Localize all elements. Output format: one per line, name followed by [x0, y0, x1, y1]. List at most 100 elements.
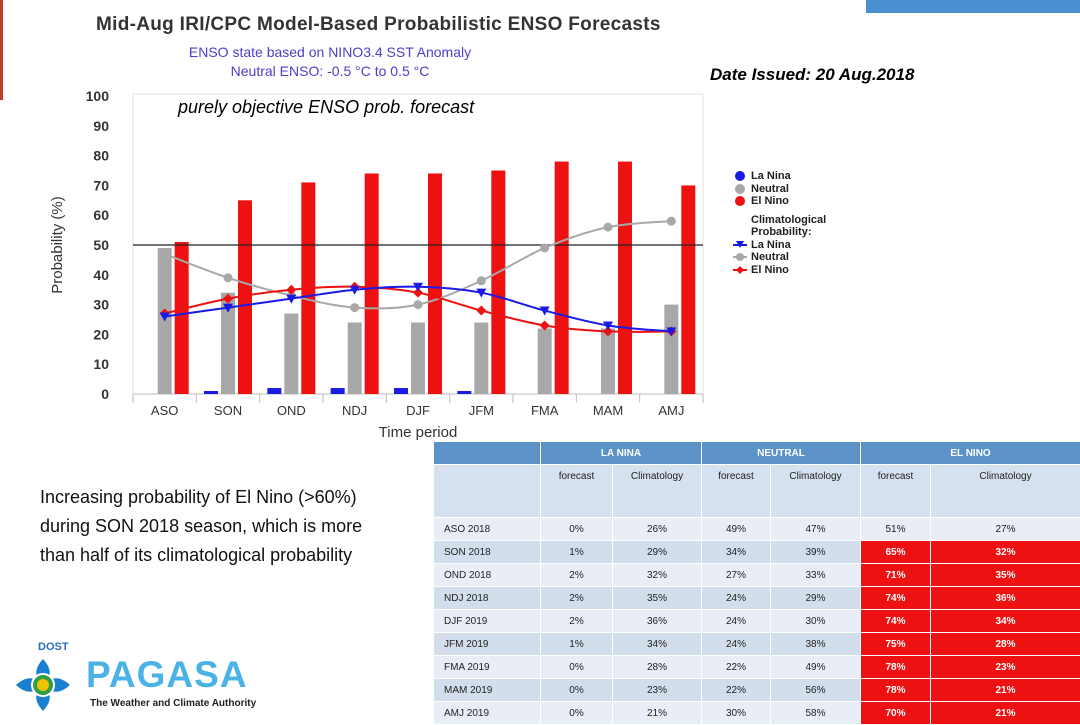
y-tick-label: 90: [93, 118, 109, 134]
legend-item-clim-la-nina: La Nina: [733, 239, 826, 252]
legend-clim-neutral-label: Neutral: [751, 251, 789, 264]
table-cell: 38%: [771, 633, 861, 656]
table-subheader: forecast: [861, 465, 931, 518]
legend-item-neutral: Neutral: [733, 183, 826, 196]
table-cell: 28%: [613, 656, 702, 679]
legend-clim-neutral-marker: [733, 252, 747, 262]
chart-annotation: purely objective ENSO prob. forecast: [178, 97, 474, 118]
clim-point-neutral: [667, 217, 676, 226]
x-tick-label: OND: [277, 403, 306, 418]
legend-item-la-nina: La Nina: [733, 170, 826, 183]
y-axis-title: Probability (%): [49, 196, 66, 294]
bar-la-nina: [204, 391, 218, 394]
bar-neutral: [538, 328, 552, 394]
table-cell: 78%: [861, 656, 931, 679]
table-cell: 33%: [771, 564, 861, 587]
table-cell: 35%: [931, 564, 1080, 587]
table-cell: 29%: [771, 587, 861, 610]
clim-point-neutral: [540, 243, 549, 252]
x-tick-label: FMA: [531, 403, 559, 418]
table-cell: 34%: [931, 610, 1080, 633]
table-cell-period: JFM 2019: [434, 633, 541, 656]
bar-la-nina: [331, 388, 345, 394]
table-group-header-row: LA NINA NEUTRAL EL NINO: [434, 442, 1080, 465]
table-cell: 39%: [771, 541, 861, 564]
table-cell: 51%: [861, 518, 931, 541]
bar-el-nino: [491, 171, 505, 395]
x-tick-label: JFM: [469, 403, 494, 418]
table-cell: 35%: [613, 587, 702, 610]
legend-neutral-swatch: [735, 184, 745, 194]
bar-neutral: [474, 322, 488, 394]
table-cell: 71%: [861, 564, 931, 587]
table-cell: 2%: [541, 564, 613, 587]
table-cell: 70%: [861, 702, 931, 725]
table-corner-header: [434, 442, 541, 465]
table-cell: 27%: [931, 518, 1080, 541]
table-cell: 0%: [541, 679, 613, 702]
clim-point-neutral: [604, 223, 613, 232]
bar-neutral: [664, 305, 678, 394]
table-cell: 2%: [541, 587, 613, 610]
table-cell: 2%: [541, 610, 613, 633]
table-cell: 49%: [702, 518, 771, 541]
legend-clim-la-nina-marker: [733, 240, 747, 250]
legend-la-nina-label: La Nina: [751, 170, 791, 183]
y-tick-label: 30: [93, 297, 109, 313]
summary-note: Increasing probability of El Nino (>60%)…: [40, 483, 380, 570]
table-cell: 24%: [702, 633, 771, 656]
legend-el-nino-label: El Nino: [751, 195, 789, 208]
table-cell: 75%: [861, 633, 931, 656]
table-cell-period: SON 2018: [434, 541, 541, 564]
table-cell: 0%: [541, 702, 613, 725]
x-axis-title: Time period: [379, 424, 458, 441]
table-cell: 28%: [931, 633, 1080, 656]
y-tick-label: 50: [93, 237, 109, 253]
bar-la-nina: [267, 388, 281, 394]
table-cell: 32%: [613, 564, 702, 587]
logo-tagline: The Weather and Climate Authority: [90, 698, 256, 709]
y-tick-label: 0: [101, 386, 109, 402]
table-cell-period: NDJ 2018: [434, 587, 541, 610]
x-tick-label: SON: [214, 403, 242, 418]
x-tick-label: AMJ: [658, 403, 684, 418]
table-cell: 74%: [861, 610, 931, 633]
table-cell: 21%: [931, 679, 1080, 702]
table-cell: 22%: [702, 679, 771, 702]
table-cell: 36%: [613, 610, 702, 633]
table-cell: 34%: [613, 633, 702, 656]
table-cell: 1%: [541, 541, 613, 564]
clim-point-neutral: [224, 273, 233, 282]
legend-item-clim-neutral: Neutral: [733, 251, 826, 264]
table-cell: 29%: [613, 541, 702, 564]
legend-neutral-label: Neutral: [751, 183, 789, 196]
table-cell: 24%: [702, 587, 771, 610]
table-cell: 24%: [702, 610, 771, 633]
legend-el-nino-swatch: [735, 196, 745, 206]
table-cell: 22%: [702, 656, 771, 679]
table-subheader-row: forecast Climatology forecast Climatolog…: [434, 465, 1080, 518]
table-cell: 58%: [771, 702, 861, 725]
table-subheader: Climatology: [931, 465, 1080, 518]
table-group-el-nino: EL NINO: [861, 442, 1080, 465]
y-tick-label: 80: [93, 148, 109, 164]
legend-climatology-title-line1: Climatological: [733, 214, 826, 227]
table-subheader: Climatology: [771, 465, 861, 518]
clim-point-neutral: [477, 276, 486, 285]
x-tick-label: ASO: [151, 403, 178, 418]
table-cell: 56%: [771, 679, 861, 702]
table-cell: 47%: [771, 518, 861, 541]
clim-point-neutral: [160, 249, 169, 258]
table-cell: 27%: [702, 564, 771, 587]
table-cell: 49%: [771, 656, 861, 679]
x-tick-label: MAM: [593, 403, 623, 418]
y-tick-label: 10: [93, 356, 109, 372]
chart-legend: La Nina Neutral El Nino Climatological P…: [733, 170, 826, 276]
logo-name: PAGASA: [86, 654, 248, 696]
